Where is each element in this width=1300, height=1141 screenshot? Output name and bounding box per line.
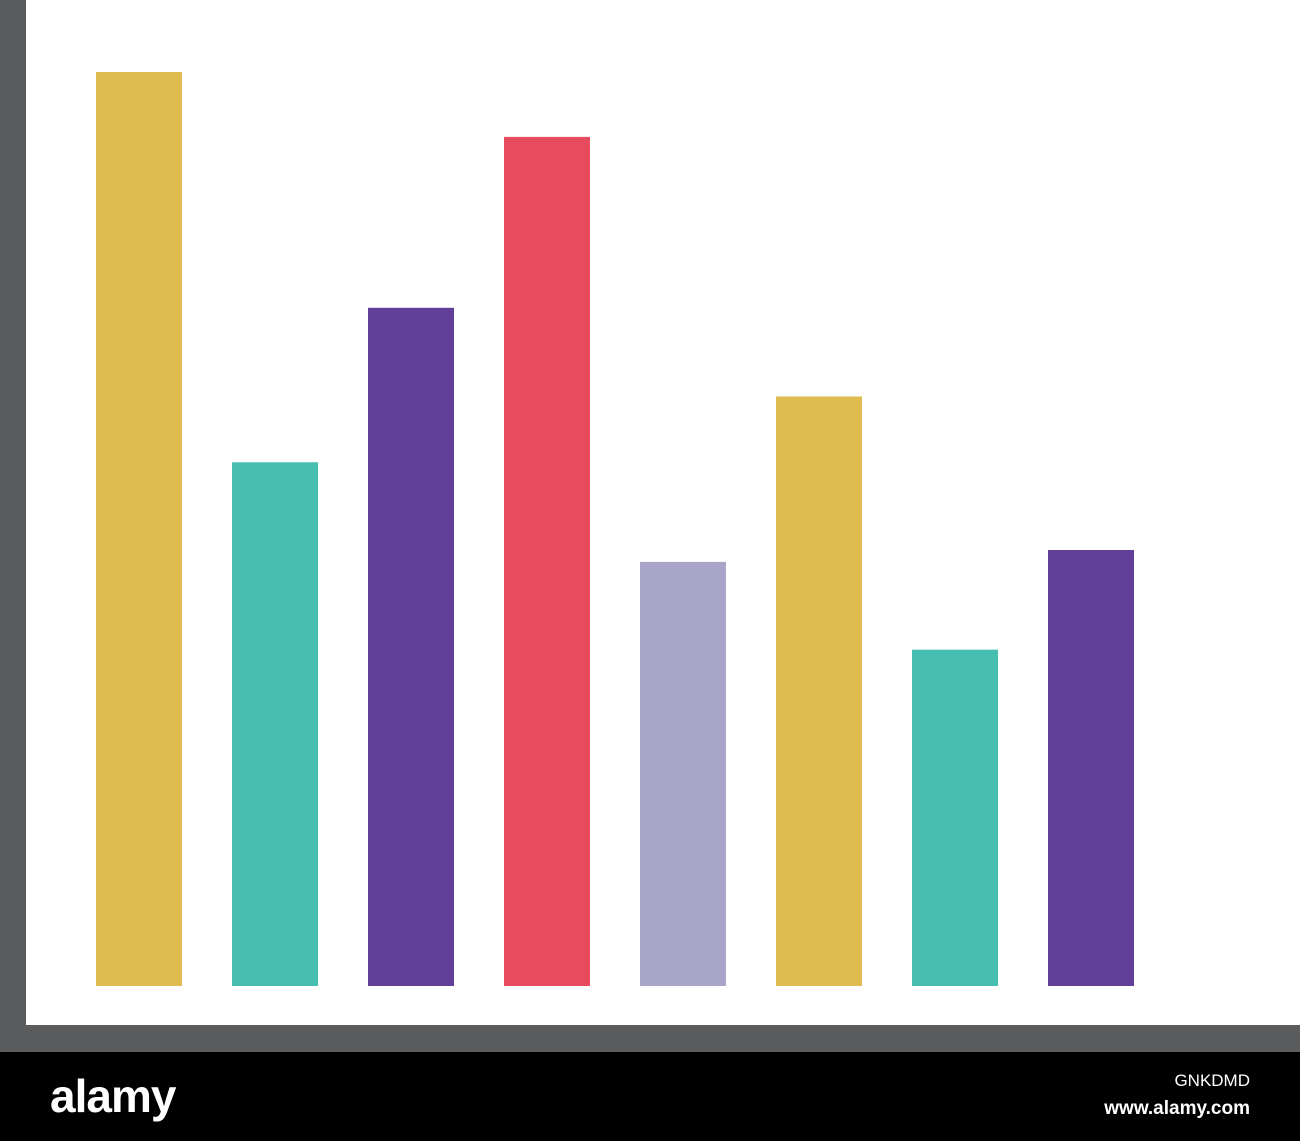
y-axis — [0, 0, 26, 1052]
x-axis — [0, 1025, 1300, 1052]
bar-2 — [232, 462, 318, 986]
brand-logo: alamy — [50, 1070, 176, 1122]
bar-6 — [776, 396, 862, 987]
bar-1 — [96, 72, 182, 986]
bar-4 — [504, 136, 590, 987]
site-url-label: www.alamy.com — [1104, 1098, 1250, 1119]
image-id-label: GNKDMD — [1174, 1071, 1250, 1090]
bar-3 — [368, 307, 454, 986]
bars-group — [96, 72, 1134, 987]
bar-5 — [640, 561, 726, 986]
bar-7 — [912, 649, 998, 986]
bar-chart — [0, 0, 1300, 1052]
bar-8 — [1048, 550, 1134, 986]
watermark-footer: alamy GNKDMD www.alamy.com — [0, 1052, 1300, 1141]
